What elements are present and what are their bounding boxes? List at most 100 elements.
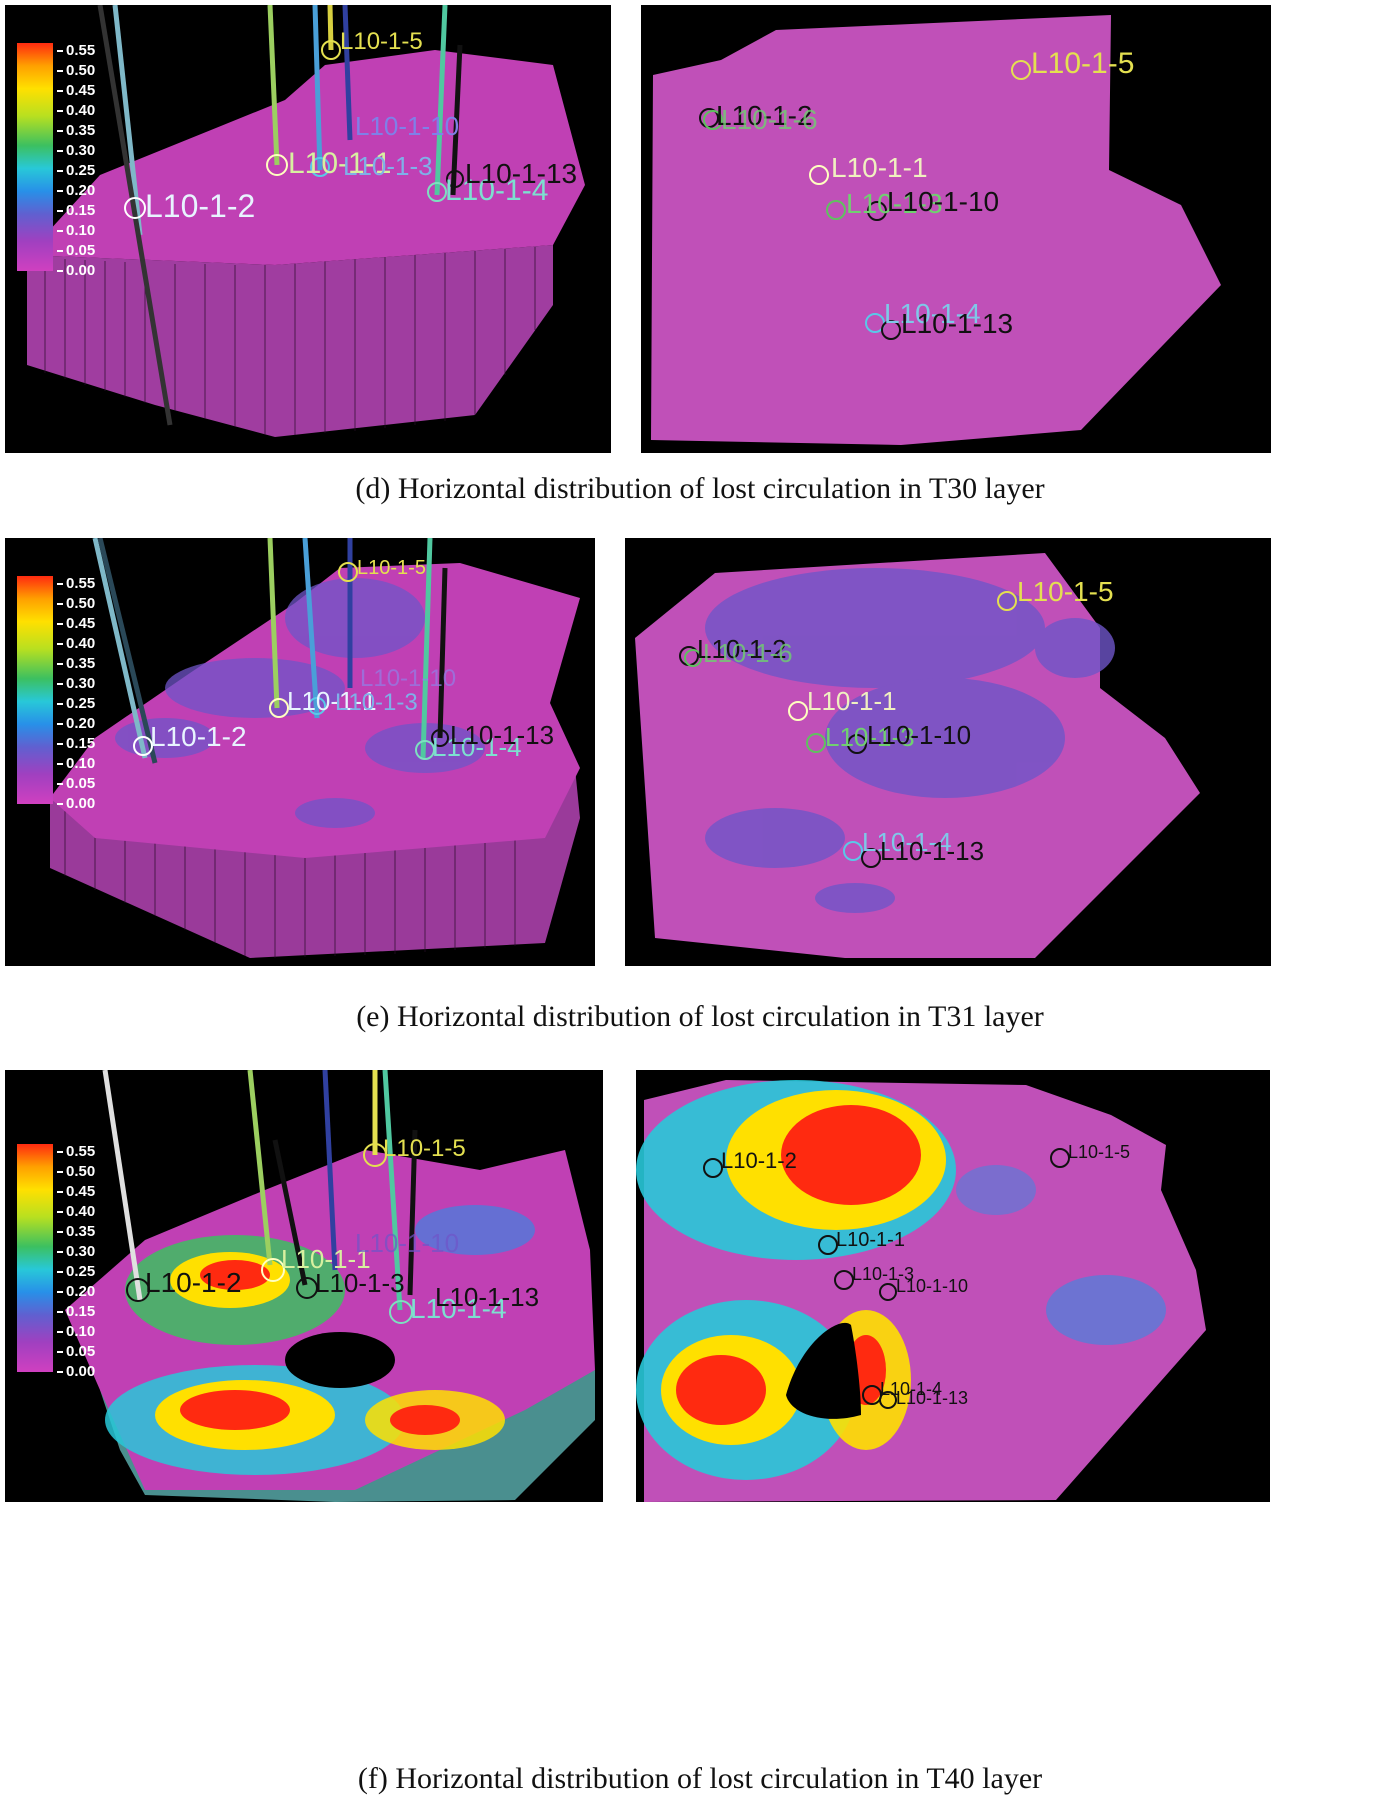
well-label: L10-1-1 [836, 1229, 905, 1251]
t40-3d-render: L10-1-2 L10-1-1 L10-1-3 L10-1-10 L10-1-5… [65, 1070, 595, 1502]
t30-plan-view: L10-1-5 L10-1-2 L10-1-6 L10-1-1 L10-1-3 … [641, 5, 1271, 453]
legend-tick: 0.45 [57, 616, 95, 631]
t40-plan-render: L10-1-2 L10-1-1 L10-1-3 L10-1-10 L10-1-4… [636, 1080, 1206, 1502]
legend-colorbar [17, 1144, 53, 1372]
anomaly-patches [705, 568, 1115, 913]
well-label: L10-1-10 [896, 1276, 968, 1296]
well-label: L10-1-4 [862, 827, 952, 857]
t31-3d-view: L10-1-2 L10-1-1 L10-1-3 L10-1-10 L10-1-5… [5, 538, 595, 966]
legend-colorbar [17, 576, 53, 804]
legend-tick: 0.20 [57, 1284, 95, 1299]
well-label: L10-1-6 [721, 104, 818, 135]
well-label: L10-1-5 [1017, 576, 1114, 607]
legend-tick: 0.50 [57, 63, 95, 78]
well-label: L10-1-2 [145, 188, 255, 224]
legend-tick: 0.15 [57, 1304, 95, 1319]
caption-e: (e) Horizontal distribution of lost circ… [356, 1000, 1044, 1033]
well-label: L10-1-3 [825, 722, 915, 752]
well-label: L10-1-5 [383, 1135, 466, 1162]
well-label: L10-1-1 [288, 147, 391, 180]
well-label: L10-1-3 [852, 1264, 914, 1284]
legend-tick: 0.55 [57, 43, 95, 58]
t31-3d-render: L10-1-2 L10-1-1 L10-1-3 L10-1-10 L10-1-5… [50, 538, 580, 958]
well-label: L10-1-13 [465, 158, 577, 189]
legend-tick: 0.45 [57, 83, 95, 98]
well-label: L10-1-5 [340, 28, 423, 55]
legend-tick: 0.15 [57, 736, 95, 751]
well-label: L10-1-5 [1068, 1142, 1130, 1162]
well-label: L10-1-13 [901, 308, 1013, 339]
well-label: L10-1-2 [145, 1267, 242, 1298]
legend-tick: 0.55 [57, 1144, 95, 1159]
well-label: L10-1-5 [357, 557, 426, 579]
legend-tick: 0.35 [57, 1224, 95, 1239]
well-label: L10-1-4 [445, 174, 548, 207]
legend-tick: 0.35 [57, 656, 95, 671]
legend-tick: 0.10 [57, 1324, 95, 1339]
well-label: L10-1-1 [281, 1244, 371, 1274]
legend-tick: 0.35 [57, 123, 95, 138]
legend-tick: 0.30 [57, 676, 95, 691]
legend-tick: 0.10 [57, 223, 95, 238]
legend-tick: 0.25 [57, 696, 95, 711]
legend-tick: 0.10 [57, 756, 95, 771]
legend-tick: 0.05 [57, 1344, 95, 1359]
legend-tick: 0.05 [57, 243, 95, 258]
legend-tick: 0.25 [57, 1264, 95, 1279]
well-label: L10-1-4 [410, 1293, 507, 1324]
well-label: L10-1-2 [721, 1148, 797, 1173]
legend-tick: 0.00 [57, 1364, 95, 1379]
legend-colorbar [17, 43, 53, 271]
t30-plan-render: L10-1-5 L10-1-2 L10-1-6 L10-1-1 L10-1-3 … [651, 15, 1221, 445]
well-label: L10-1-10 [355, 111, 459, 141]
t31-plan-view: L10-1-5 L10-1-2 L10-1-6 L10-1-1 L10-1-3 … [625, 538, 1271, 966]
legend-tick: 0.15 [57, 203, 95, 218]
t30-3d-view: L10-1-2 L10-1-1 L10-1-3 L10-1-10 L10-1-5… [5, 5, 611, 453]
t40-plan-view: L10-1-2 L10-1-1 L10-1-3 L10-1-10 L10-1-4… [636, 1070, 1270, 1502]
well-label: L10-1-3 [846, 188, 943, 219]
well-label: L10-1-1 [287, 686, 377, 716]
well-label: L10-1-10 [355, 1228, 459, 1258]
legend-tick: 0.40 [57, 103, 95, 118]
block-side [27, 245, 553, 437]
well-label: L10-1-13 [435, 1282, 539, 1312]
caption-d: (d) Horizontal distribution of lost circ… [355, 472, 1045, 505]
legend-tick: 0.30 [57, 143, 95, 158]
well-label: L10-1-1 [831, 152, 928, 183]
hole [786, 1322, 861, 1419]
legend-tick: 0.45 [57, 1184, 95, 1199]
legend-tick: 0.25 [57, 163, 95, 178]
well-label: L10-1-10 [360, 665, 456, 692]
well-label: L10-1-3 [315, 1268, 405, 1298]
legend-tick: 0.40 [57, 636, 95, 651]
legend-tick: 0.05 [57, 776, 95, 791]
well-label: L10-1-10 [887, 186, 999, 217]
well-label: L10-1-13 [880, 836, 984, 866]
caption-f: (f) Horizontal distribution of lost circ… [357, 1762, 1043, 1795]
legend-tick: 0.50 [57, 1164, 95, 1179]
legend-tick: 0.40 [57, 1204, 95, 1219]
t30-3d-render: L10-1-2 L10-1-1 L10-1-3 L10-1-10 L10-1-5… [27, 5, 585, 437]
anomaly-patches [105, 1205, 535, 1475]
t40-3d-view: L10-1-2 L10-1-1 L10-1-3 L10-1-10 L10-1-5… [5, 1070, 603, 1502]
well-label: L10-1-4 [880, 1379, 942, 1399]
legend-tick: 0.30 [57, 1244, 95, 1259]
well-label: L10-1-13 [450, 720, 554, 750]
well-label: L10-1-10 [867, 720, 971, 750]
well-label: L10-1-1 [807, 686, 897, 716]
well-label: L10-1-2 [716, 100, 813, 131]
legend-tick: 0.00 [57, 796, 95, 811]
hole [285, 1332, 395, 1388]
legend-tick: 0.20 [57, 716, 95, 731]
surface-plan [651, 15, 1221, 445]
well-label: L10-1-3 [343, 151, 433, 181]
legend-tick: 0.20 [57, 183, 95, 198]
surface-top [27, 50, 585, 265]
well-label: L10-1-3 [335, 689, 418, 716]
well-label: L10-1-13 [896, 1388, 968, 1408]
t31-plan-render: L10-1-5 L10-1-2 L10-1-6 L10-1-1 L10-1-3 … [635, 553, 1200, 958]
legend-tick: 0.00 [57, 263, 95, 278]
well-label: L10-1-2 [150, 721, 247, 752]
legend-tick: 0.55 [57, 576, 95, 591]
well-label: L10-1-2 [697, 634, 787, 664]
